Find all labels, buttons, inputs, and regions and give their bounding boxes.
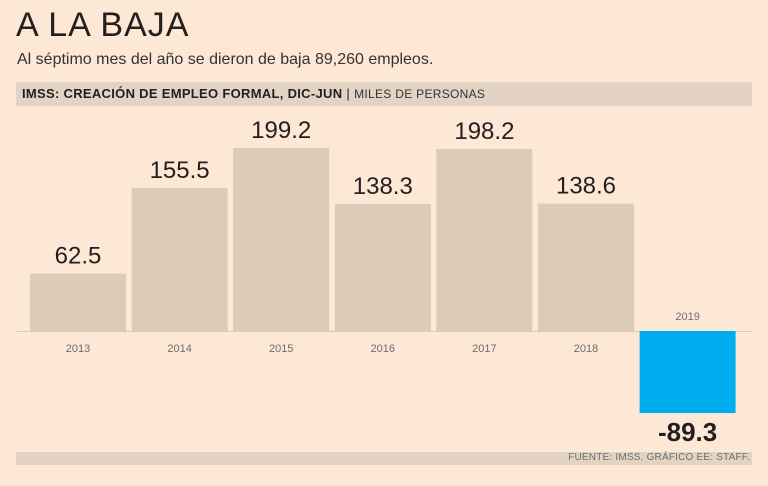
header-label: IMSS: CREACIÓN DE EMPLEO FORMAL, DIC-JUN…	[22, 86, 485, 101]
header-unit: MILES DE PERSONAS	[354, 87, 486, 101]
bar-2019	[639, 331, 736, 414]
category-label-2018: 2018	[574, 343, 598, 355]
chart-header-band: IMSS: CREACIÓN DE EMPLEO FORMAL, DIC-JUN…	[16, 82, 752, 106]
category-label-2017: 2017	[472, 343, 496, 355]
value-label-2018: 138.6	[556, 173, 616, 200]
value-label-2015: 199.2	[251, 117, 311, 144]
category-label-2013: 2013	[66, 343, 90, 355]
header-chart-title: IMSS: CREACIÓN DE EMPLEO FORMAL, DIC-JUN	[22, 86, 343, 101]
category-label-2016: 2016	[371, 343, 395, 355]
bar-2014	[131, 188, 228, 331]
footer-band: FUENTE: IMSS. GRÁFICO EE: STAFF.	[16, 452, 752, 465]
category-label-2015: 2015	[269, 343, 293, 355]
value-label-2014: 155.5	[150, 157, 210, 184]
bar-2013	[30, 273, 126, 331]
value-label-2019: -89.3	[658, 417, 717, 447]
value-label-2017: 198.2	[454, 118, 514, 145]
source-note: FUENTE: IMSS. GRÁFICO EE: STAFF.	[568, 452, 750, 463]
value-label-2013: 62.5	[55, 243, 102, 270]
header-separator: |	[346, 86, 351, 101]
bar-2015	[233, 147, 330, 331]
bar-2016	[334, 203, 431, 331]
chart-subtitle: Al séptimo mes del año se dieron de baja…	[17, 51, 434, 68]
chart-title: A LA BAJA	[16, 6, 190, 44]
category-label-2014: 2014	[167, 343, 191, 355]
bar-2018	[538, 203, 634, 331]
bar-2017	[436, 148, 533, 331]
category-label-2019: 2019	[675, 311, 699, 323]
value-label-2016: 138.3	[353, 173, 413, 200]
